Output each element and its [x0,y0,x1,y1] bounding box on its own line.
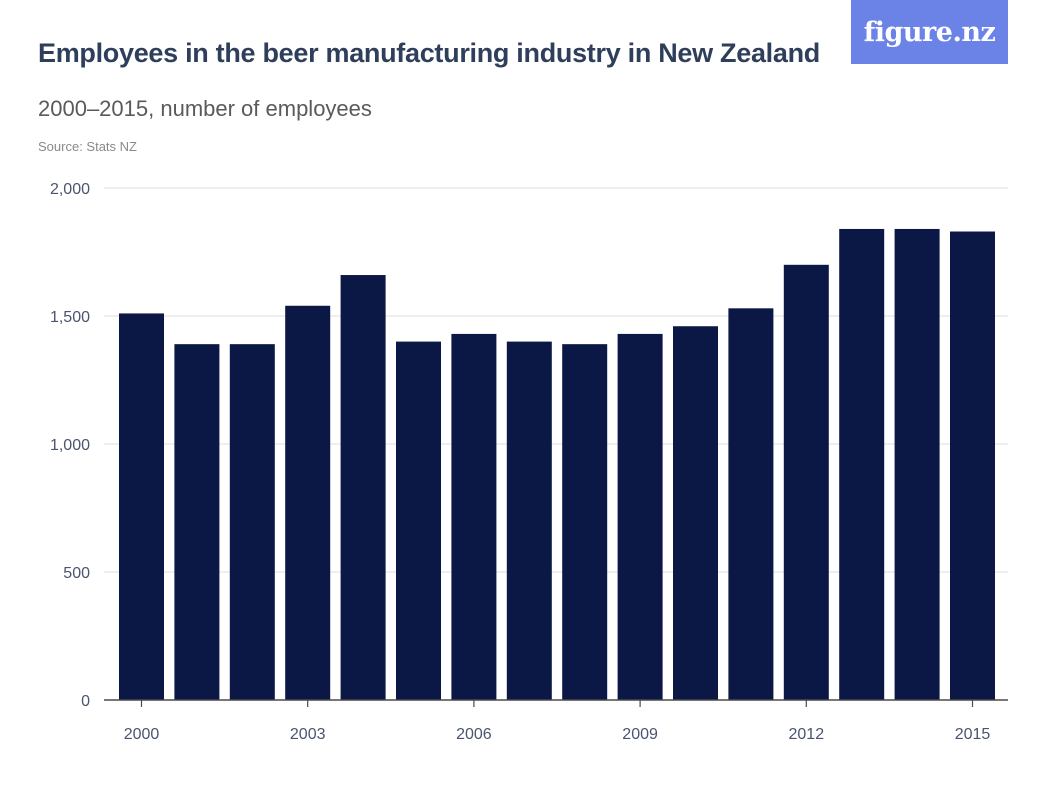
bar-2000 [119,313,164,700]
bar-2007 [506,341,552,700]
x-tick-label: 2009 [622,726,658,743]
x-tick-label: 2012 [789,726,825,743]
bar-2010 [673,326,718,700]
bar-2008 [562,344,608,700]
figure-nz-logo[interactable]: figure.nz [851,0,1008,64]
y-tick-label: 2,000 [50,181,90,198]
y-tick-label: 0 [81,693,90,710]
y-tick-label: 1,000 [50,437,90,454]
y-tick-label: 500 [63,565,90,582]
y-axis-tick-labels: 0 500 1,000 1,500 2,000 [50,181,90,710]
y-tick-label: 1,500 [50,309,90,326]
bars [119,228,995,700]
bar-2003 [285,305,331,700]
bar-2009 [617,333,663,700]
bar-2006 [451,333,497,700]
x-tick-label: 2015 [955,726,991,743]
bar-2002 [229,344,275,700]
x-axis-tick-labels: 2000 2003 2006 2009 2012 2015 [124,700,991,743]
bar-2005 [396,341,441,700]
chart-source: Source: Stats NZ [38,139,137,154]
bar-2013 [839,228,885,700]
bar-2012 [783,264,829,700]
bar-2011 [728,308,774,700]
x-tick-label: 2006 [456,726,492,743]
chart-title: Employees in the beer manufacturing indu… [38,38,820,68]
bar-2004 [340,275,386,700]
bar-2014 [894,228,940,700]
bar-2001 [174,344,220,700]
x-tick-label: 2000 [124,726,160,743]
chart-subtitle: 2000–2015, number of employees [38,96,372,121]
x-tick-label: 2003 [290,726,326,743]
bar-2015 [950,231,995,700]
